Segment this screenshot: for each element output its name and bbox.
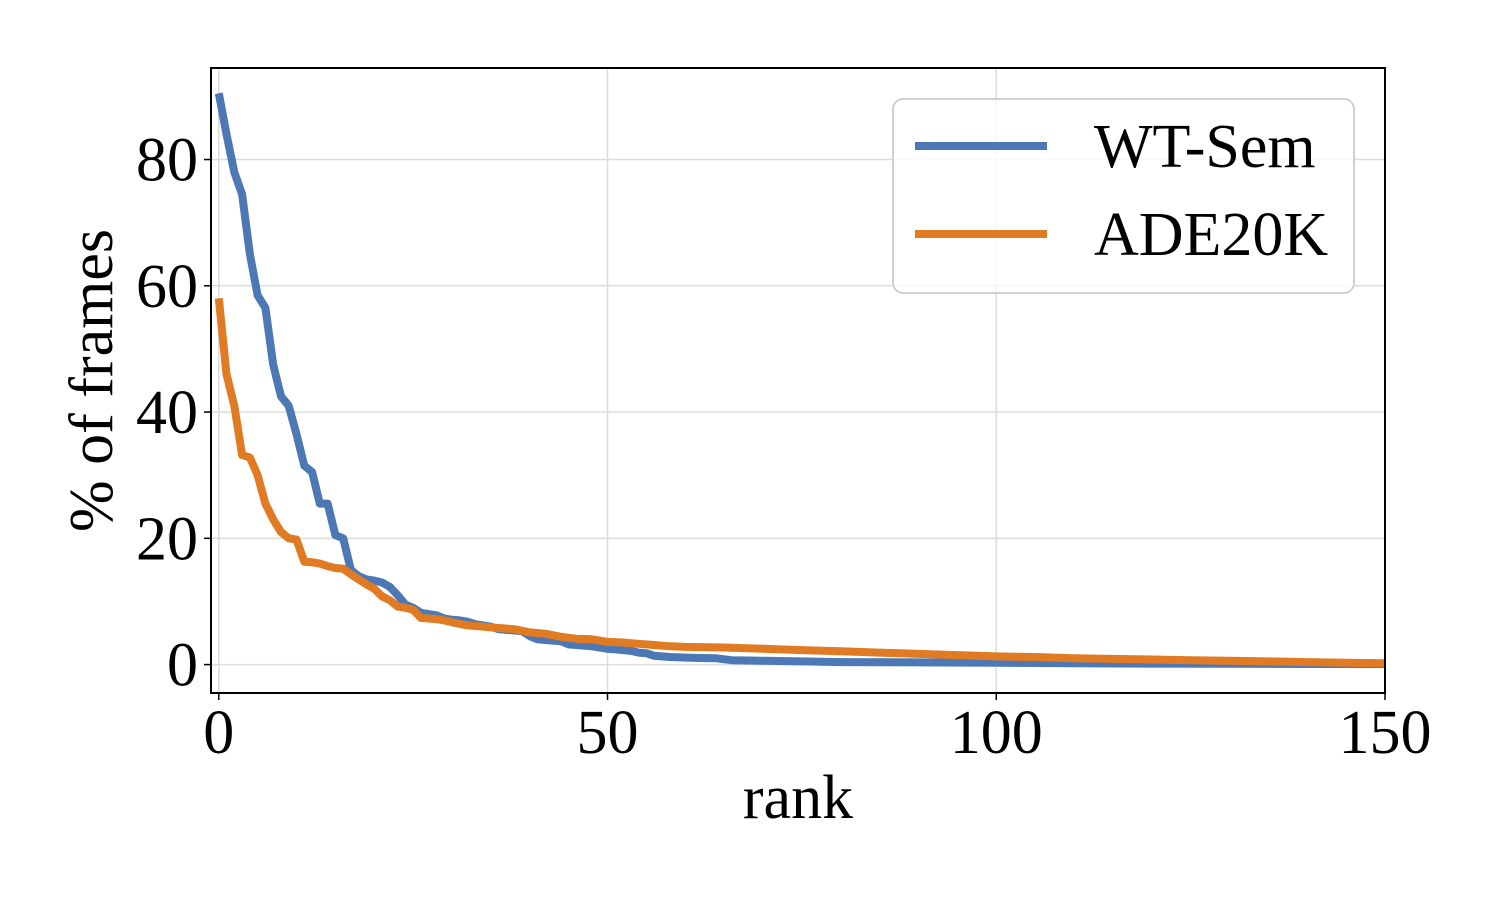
x-tick-label: 50 (577, 699, 639, 767)
y-tick-label: 0 (167, 632, 198, 700)
y-tick-label: 40 (136, 379, 198, 447)
plot-frame (210, 67, 1386, 694)
x-tick-label: 0 (203, 699, 234, 767)
y-tick-label: 20 (136, 505, 198, 573)
legend: WT-Sem ADE20K (892, 98, 1355, 294)
x-tick-label: 150 (1339, 699, 1432, 767)
y-axis-label: % of frames (58, 229, 126, 532)
x-tick-label: 100 (950, 699, 1043, 767)
axis-ticks: 0 50 100 150 0 20 40 60 80 (136, 127, 1432, 767)
y-tick-label: 80 (136, 127, 198, 195)
legend-label: WT-Sem (1094, 113, 1316, 181)
y-tick-label: 60 (136, 253, 198, 321)
series-line-ade20k (214, 297, 1386, 668)
legend-label: ADE20K (1094, 201, 1328, 269)
x-axis-label: rank (743, 764, 853, 832)
series-lines (214, 92, 1386, 668)
